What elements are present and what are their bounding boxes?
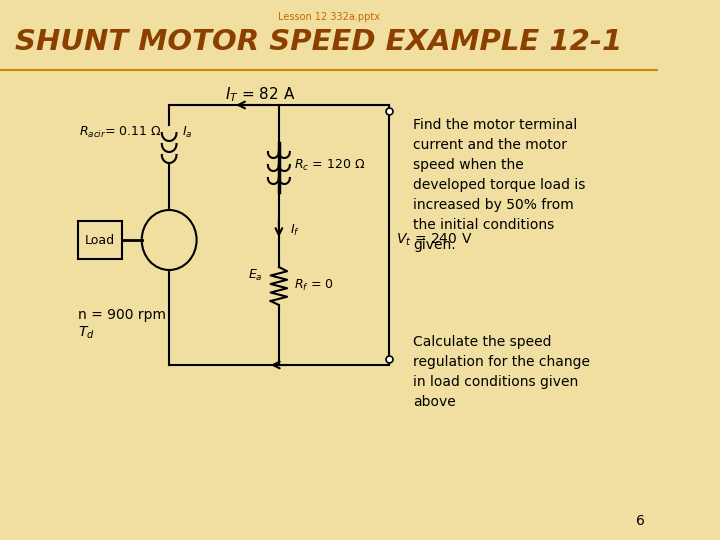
Text: Find the motor terminal
current and the motor
speed when the
developed torque lo: Find the motor terminal current and the … — [413, 118, 585, 252]
Text: $R_f$ = 0: $R_f$ = 0 — [294, 278, 333, 293]
Text: Lesson 12 332a.pptx: Lesson 12 332a.pptx — [278, 12, 380, 22]
Text: $I_a$: $I_a$ — [182, 125, 192, 140]
Text: $R_c$ = 120 $\Omega$: $R_c$ = 120 $\Omega$ — [294, 158, 365, 173]
Text: Load: Load — [85, 233, 114, 246]
Text: $T_d$: $T_d$ — [78, 325, 94, 341]
Text: $E_a$: $E_a$ — [248, 267, 262, 282]
Text: $R_{acir}$= 0.11 $\Omega$: $R_{acir}$= 0.11 $\Omega$ — [79, 124, 162, 139]
Text: SHUNT MOTOR SPEED EXAMPLE 12-1: SHUNT MOTOR SPEED EXAMPLE 12-1 — [14, 28, 622, 56]
Bar — [78, 221, 122, 259]
Text: $V_t$ = 240 V: $V_t$ = 240 V — [396, 232, 472, 248]
Text: $I_T$ = 82 A: $I_T$ = 82 A — [225, 85, 296, 104]
Text: n = 900 rpm: n = 900 rpm — [78, 308, 166, 322]
Text: $I_f$: $I_f$ — [290, 222, 300, 238]
Text: Calculate the speed
regulation for the change
in load conditions given
above: Calculate the speed regulation for the c… — [413, 335, 590, 409]
Text: 6: 6 — [636, 514, 644, 528]
